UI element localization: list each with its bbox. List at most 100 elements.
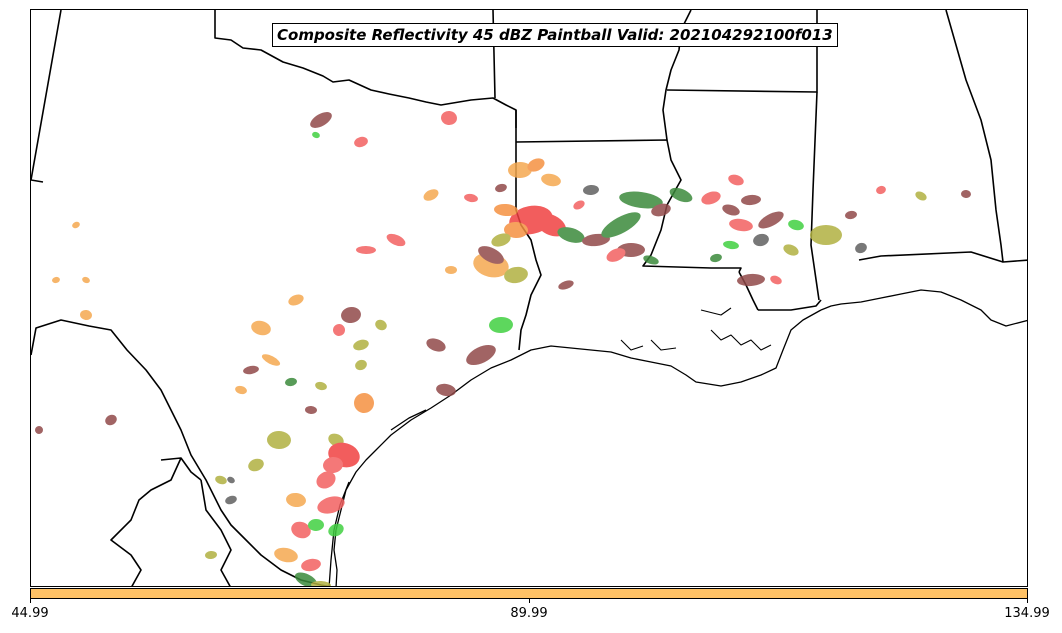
reflectivity-blob	[845, 210, 857, 220]
reflectivity-blob	[311, 580, 331, 586]
reflectivity-blob	[82, 276, 90, 284]
reflectivity-blob	[436, 383, 456, 397]
colorbar-tick-mid	[529, 599, 530, 603]
reflectivity-blob	[643, 255, 659, 265]
reflectivity-blob	[423, 189, 439, 201]
reflectivity-blob	[341, 306, 361, 324]
map-title: Composite Reflectivity 45 dBZ Paintball …	[272, 23, 838, 47]
reflectivity-blob	[491, 233, 511, 247]
reflectivity-blob	[582, 233, 610, 247]
nm-tx-border	[31, 10, 62, 183]
colorbar-tick-min	[30, 599, 31, 603]
reflectivity-blob	[557, 227, 585, 243]
reflectivity-blob	[876, 185, 886, 195]
reflectivity-blob	[205, 550, 217, 560]
reflectivity-blob	[728, 174, 744, 186]
reflectivity-blob	[356, 245, 376, 255]
reflectivity-blob	[445, 266, 457, 274]
reflectivity-blob	[235, 385, 247, 395]
reflectivity-blob	[333, 324, 345, 336]
colorbar-tick-max	[1027, 599, 1028, 603]
reflectivity-blob	[301, 558, 321, 572]
reflectivity-blob	[386, 233, 406, 247]
reflectivity-blob	[353, 339, 369, 351]
reflectivity-blob	[737, 273, 765, 287]
colorbar-label-max: 134.99	[1004, 606, 1050, 621]
reflectivity-blob	[35, 426, 43, 434]
reflectivity-blob	[274, 547, 298, 563]
reflectivity-blob	[80, 309, 92, 321]
reflectivity-blob	[495, 183, 507, 193]
state-boundaries	[31, 10, 1027, 586]
reflectivity-blob	[310, 112, 332, 128]
reflectivity-blob	[788, 219, 804, 231]
reflectivity-blob	[729, 218, 753, 232]
rio-grande	[31, 319, 331, 586]
reflectivity-blob	[701, 191, 721, 205]
reflectivity-blob	[504, 266, 528, 284]
ar-south-border	[515, 139, 742, 273]
reflectivity-blob	[328, 523, 344, 537]
mexico-state-lines	[110, 457, 232, 586]
colorbar	[30, 588, 1028, 599]
reflectivity-blob	[248, 458, 264, 472]
reflectivity-blob	[215, 475, 227, 485]
map-canvas	[31, 10, 1027, 586]
reflectivity-blob	[723, 240, 739, 250]
reflectivity-blob	[810, 225, 842, 245]
reflectivity-blob	[308, 518, 324, 532]
reflectivity-blob	[464, 193, 478, 203]
reflectivity-blob	[619, 191, 663, 209]
reflectivity-blob	[583, 184, 599, 196]
colorbar-label-mid: 89.99	[510, 606, 548, 621]
reflectivity-blob	[317, 496, 345, 514]
reflectivity-blob	[741, 194, 761, 206]
reflectivity-blob	[355, 359, 367, 371]
reflectivity-blob	[669, 187, 693, 203]
reflectivity-blob	[770, 275, 782, 285]
gulf-coast-east	[820, 289, 1027, 327]
reflectivity-blob	[251, 320, 271, 336]
reflectivity-blob	[541, 173, 561, 187]
reflectivity-blob	[267, 430, 291, 450]
red-river-border	[214, 10, 517, 128]
reflectivity-blob	[651, 203, 671, 217]
reflectivity-blob	[508, 161, 532, 179]
reflectivity-blob	[961, 189, 971, 199]
reflectivity-blob	[285, 377, 297, 387]
mississippi-river	[662, 10, 759, 311]
reflectivity-blob	[354, 136, 368, 148]
colorbar-label-min: 44.99	[11, 606, 49, 621]
reflectivity-blob	[558, 280, 574, 290]
reflectivity-blob	[753, 233, 769, 247]
reflectivity-blob	[527, 158, 545, 172]
reflectivity-blob	[312, 131, 320, 139]
reflectivity-blob	[478, 246, 504, 264]
reflectivity-blob	[606, 248, 626, 262]
reflectivity-blob	[227, 476, 235, 484]
reflectivity-blob	[286, 492, 306, 508]
reflectivity-blob	[710, 253, 722, 263]
reflectivity-blob	[316, 471, 336, 489]
louisiana-delta	[620, 307, 772, 351]
map-panel: Composite Reflectivity 45 dBZ Paintball …	[30, 9, 1028, 587]
reflectivity-blob	[305, 405, 317, 415]
reflectivity-blob	[261, 354, 281, 366]
texas-coast	[333, 309, 822, 586]
reflectivity-blob	[758, 211, 784, 229]
reflectivity-blob	[783, 244, 799, 256]
reflectivity-blob	[494, 203, 518, 217]
fl-panhandle-border	[858, 251, 1004, 263]
la-ms-border	[758, 299, 822, 311]
reflectivity-blob	[426, 338, 446, 352]
reflectivity-paintball-overlay	[35, 110, 971, 586]
reflectivity-blob	[315, 381, 327, 391]
ms-al-border	[810, 91, 820, 301]
reflectivity-blob	[441, 110, 457, 126]
reflectivity-blob	[288, 294, 304, 306]
reflectivity-blob	[243, 365, 259, 375]
reflectivity-blob	[466, 344, 496, 366]
reflectivity-blob	[722, 204, 740, 216]
reflectivity-blob	[375, 319, 387, 331]
reflectivity-blob	[601, 212, 641, 238]
